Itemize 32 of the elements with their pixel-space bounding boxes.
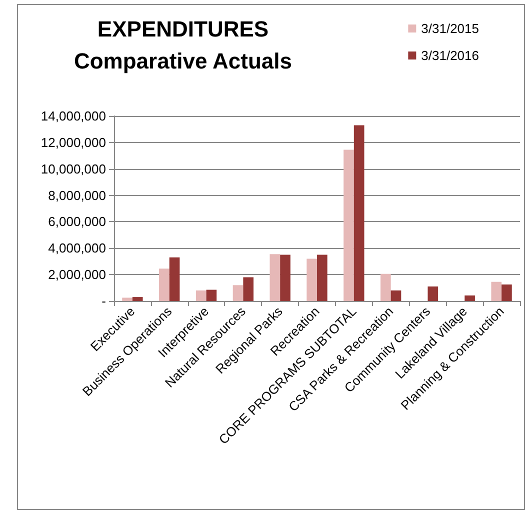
bar: [317, 254, 328, 301]
bar: [306, 258, 317, 301]
bar: [243, 277, 254, 301]
bar: [344, 150, 354, 301]
bar: [380, 274, 391, 301]
y-tick-label: 12,000,000: [40, 134, 106, 150]
bar: [390, 290, 402, 301]
bar: [196, 290, 206, 301]
chart-title: EXPENDITURES: [97, 16, 269, 42]
bar: [502, 284, 512, 301]
y-tick-label: 6,000,000: [48, 214, 106, 230]
y-tick-label: 2,000,000: [48, 267, 106, 282]
y-tick-label: 4,000,000: [48, 240, 106, 256]
legend-label: 3/31/2015: [421, 21, 480, 36]
y-tick-label: -: [102, 294, 106, 308]
bar: [169, 257, 180, 301]
bar: [122, 298, 132, 301]
bar: [491, 282, 502, 301]
bar: [232, 285, 244, 301]
bar: [428, 286, 438, 301]
bar: [159, 268, 170, 301]
bar: [270, 254, 280, 301]
bar: [132, 297, 143, 301]
bar: [464, 295, 475, 301]
chart-subtitle: Comparative Actuals: [74, 48, 292, 74]
y-tick-label: 14,000,000: [40, 108, 106, 124]
bar: [354, 125, 364, 301]
bar: [206, 290, 217, 301]
legend-label: 3/31/2016: [421, 48, 480, 63]
y-tick-label: 8,000,000: [48, 188, 106, 203]
y-tick-label: 10,000,000: [40, 161, 106, 176]
bar: [280, 254, 290, 301]
